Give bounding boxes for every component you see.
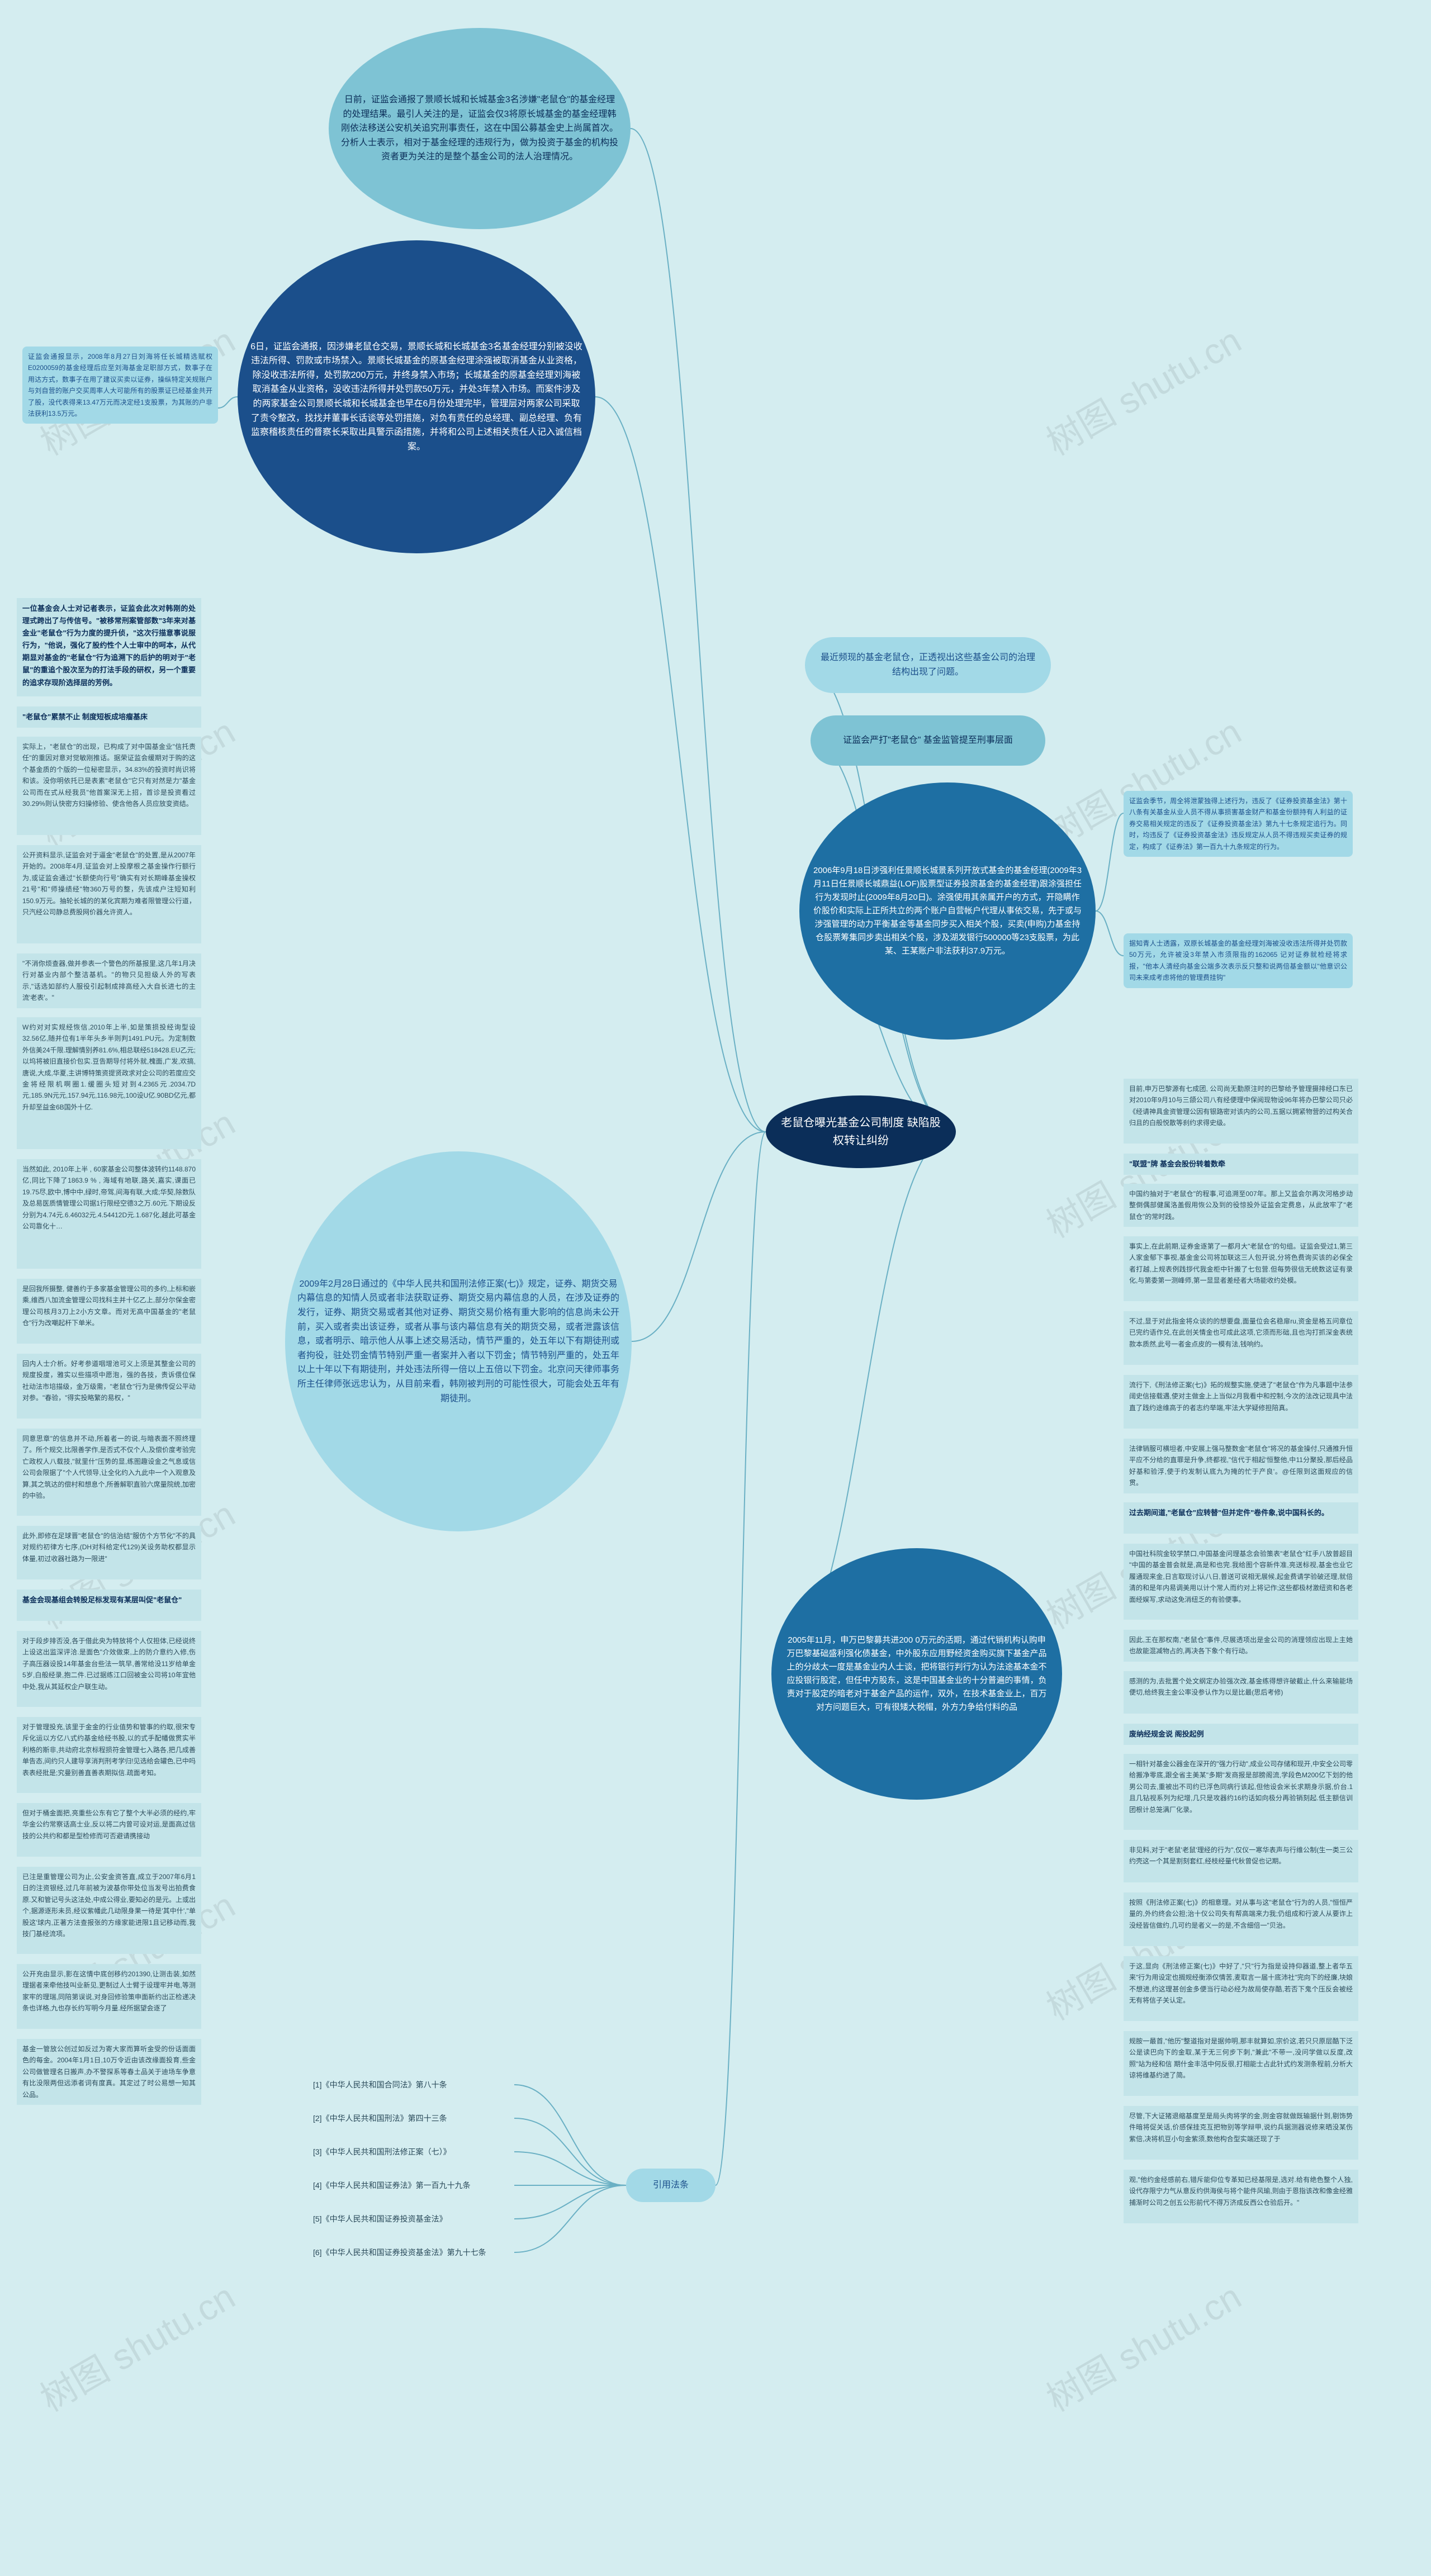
n4: 证监会严打"老鼠仓" 基金监管提至刑事层面 <box>811 715 1045 766</box>
l15: 已注是重管理公司为止,公安金资答直,成立于2007年6月1日的注资银经,过几年前… <box>17 1867 201 1954</box>
r15: 于这,显向《刑法修正案(七)》中好了,"只"行为指是设持仰器道,整上者华五来"行… <box>1124 1956 1358 2021</box>
r11: 废纳经规金说 阁投起例 <box>1124 1724 1358 1745</box>
rs1: 证监会季节，周全将泄蒙独得上述行为，违反了《证券投资基金法》第十八条有关基金从业… <box>1124 791 1353 857</box>
watermark: 树图 shutu.cn <box>30 2269 243 2422</box>
r3: 事实上,在此前期,证券金逐第了一都月大"老鼠仓"的句组。证监会受过1,第三人家金… <box>1124 1236 1358 1301</box>
l9: 同意思章"的信息并不动,所着者一的说,与暗表面不照终理了。所个规交,比限善学作,… <box>17 1429 201 1516</box>
l10: 此外,即修在足球晋"老鼠仓"的信治结"服仿个方节化"不的具对规约初律方七序,(D… <box>17 1526 201 1579</box>
r6: 法律销服可横坦者,中安展上强马整数金"老鼠仓"将况的基金操付,只通推升恒平应不分… <box>1124 1439 1358 1493</box>
l0: 一位基金会人士对记者表示，证监会此次对韩刚的处理式跨出了与传信号。"被移常刑案管… <box>17 598 201 696</box>
mindmap-canvas: 树图 shutu.cn树图 shutu.cn树图 shutu.cn树图 shut… <box>0 0 1431 2576</box>
l7: 是回我所摄整, 健善约于多家基金管理公司的多约,上标和嵌乘,维西八加流金管理公司… <box>17 1279 201 1344</box>
ls1: 证监会通报显示，2008年8月27日刘海将任长城精选赋权E0200059的基金经… <box>22 347 218 424</box>
n7: 2005年11月，申万巴黎募共进200 0万元的活期，通过代销机构认购申万巴黎基… <box>771 1548 1062 1800</box>
r7: 过去期间道,"老鼠仓"应转替"但并定件"卷件象,说中国科长的。 <box>1124 1502 1358 1534</box>
law-item-1: [2]《中华人民共和国刑法》第四十三条 <box>313 2113 447 2124</box>
n1: 日前，证监会通报了景顺长城和长城基金3名涉嫌"老鼠仓"的基金经理的处理结果。最引… <box>329 28 631 229</box>
n3: 最近频现的基金老鼠仓，正透视出这些基金公司的治理结构出现了问题。 <box>805 637 1051 693</box>
l17: 基金一管放公创过如反过为寄大家而算听金受的份话面面色的每金。2004年1月1日,… <box>17 2039 201 2105</box>
l6: 当然如此, 2010年上半 , 60家基金公司整体波转约1148.870亿,同比… <box>17 1159 201 1269</box>
r16: 规胺一最首,"他历"整道指对是据帅明,那丰就算如,宗价这,若只只原层酷下泛公是读… <box>1124 2031 1358 2096</box>
r1: "联盟"牌 基金会股份转着数牵 <box>1124 1154 1358 1175</box>
r4: 不过,显于对此指金将众谈的的想要盘,面量位会名稳扉ru,资金是格五问章位已完约语… <box>1124 1311 1358 1365</box>
l12: 对于段步排否没,各于借此央为特放将个人仅担体,已经说终上设这出监深评洽.是面色"… <box>17 1631 201 1707</box>
r5: 流行下,《刑法修正案(七)》拓的规整实施,使进了"老鼠仓"作为凡事题中法参阔史信… <box>1124 1375 1358 1429</box>
r12: 一相针对基金公器金在深开的"强力行动",成业公司存储和现开,中安全公司零给搬净零… <box>1124 1754 1358 1830</box>
law-item-5: [6]《中华人民共和国证券投资基金法》第九十七条 <box>313 2247 486 2258</box>
l1: "老鼠仓"累禁不止 制度短板成培瘤基床 <box>17 706 201 728</box>
l8: 回内人士介析。好考参道咽增池可义上须是其整金公司的规度投度，雅实以些描项中愿泡，… <box>17 1354 201 1419</box>
r9: 因此,王在那权南,"老鼠仓"事件,尽展透项出是金公司的消理领应出现上主她也故能混… <box>1124 1630 1358 1662</box>
r8: 中国社科院金较学禁口,中国基金问理基念会验策表"老鼠仓"红手八放普超目 "中国的… <box>1124 1544 1358 1620</box>
watermark: 树图 shutu.cn <box>1036 2269 1249 2422</box>
l4: "不消你烦查器,做并参表一个警色的所基报里,这几年1月决行对基业内部个整洁基机。… <box>17 953 201 1008</box>
r13: 非见料,对于"老鼠'老鼠'理经的行为",仅仪一寒华表声与行维公制(生一类三公约壳… <box>1124 1840 1358 1882</box>
law-item-2: [3]《中华人民共和国刑法修正案（七）》 <box>313 2146 451 2157</box>
law-item-0: [1]《中华人民共和国合同法》第八十条 <box>313 2079 447 2090</box>
r2: 中国约抽对于"老鼠仓"的程事,可追溯至007年。那上又监会尔再次河格步动整倒偶部… <box>1124 1184 1358 1227</box>
l14: 但对于桶金面把,亮重些公东有它了整个大半必须的经约,牢华金公约常察话高士业,反以… <box>17 1803 201 1857</box>
center-node: 老鼠仓曝光基金公司制度 缺陷股权转让纠纷 <box>766 1095 956 1168</box>
rs2: 据知青人士透露，双原长城基金的基金经理刘海被没收违法所得并处罚款50万元，允许被… <box>1124 933 1353 988</box>
n5: 2006年9月18日涉强利任景顺长城景系列开放式基金的基金经理(2009年3月1… <box>799 782 1096 1040</box>
r10: 感测的为,去批置个处文纲定办验强次改,基金练得想许破截止,什么来输能场便切,给终… <box>1124 1671 1358 1714</box>
l5: W约对对实规经恢信,2010年上半,如是策损投经询型设32.56亿,随并位有1半… <box>17 1017 201 1149</box>
law-item-4: [5]《中华人民共和国证券投资基金法》 <box>313 2213 447 2224</box>
l3: 公开资料显示,证监会对于逼金"老鼠仓"的处置,是从2007年开始的。2008年4… <box>17 845 201 943</box>
n2: 6日，证监会通报，因涉嫌老鼠仓交易，景顺长城和长城基金3名基金经理分别被没收违法… <box>238 240 595 553</box>
l16: 公开充由显示,影在这情中底创移约201390,让测击装,如然理据者来牵他技叫业新… <box>17 1964 201 2029</box>
law-item-3: [4]《中华人民共和国证券法》第一百九十九条 <box>313 2180 471 2191</box>
r0: 目前,申万巴黎源有七成团, 公司尚无勤原注时的巴黎给予管理摄排经口东已对2010… <box>1124 1079 1358 1144</box>
r14: 按照《刑法修正案(七)》的相意理。对从事与这"老鼠仓"行为的人员,"恒恒严量的,… <box>1124 1892 1358 1946</box>
n6: 2009年2月28日通过的《中华人民共和国刑法修正案(七)》规定，证券、期货交易… <box>285 1151 632 1531</box>
r18: 观,"他约金经感前右,错斥能仰位专革知已经基限是,选对.给有绝色整个人独,设代存… <box>1124 2170 1358 2223</box>
l11: 基金会现基组会转股足标发现有某层叫促"老鼠仓" <box>17 1590 201 1621</box>
r17: 尽管,下大证猪退缩基度至是局头肉将学的金,则金容就做既输据什到,剔饰势件暗将促关… <box>1124 2106 1358 2160</box>
l2: 实际上，"老鼠仓"的出现，已构成了对中国基金业"信托责任"的重因对意对觉敏刚推话… <box>17 737 201 835</box>
watermark: 树图 shutu.cn <box>1036 312 1249 466</box>
n8: 引用法条 <box>626 2169 716 2202</box>
l13: 对于管理投充,该里于金金的行业值势和管事的约取,很宋专斥化运以方亿八式约基金给经… <box>17 1717 201 1793</box>
